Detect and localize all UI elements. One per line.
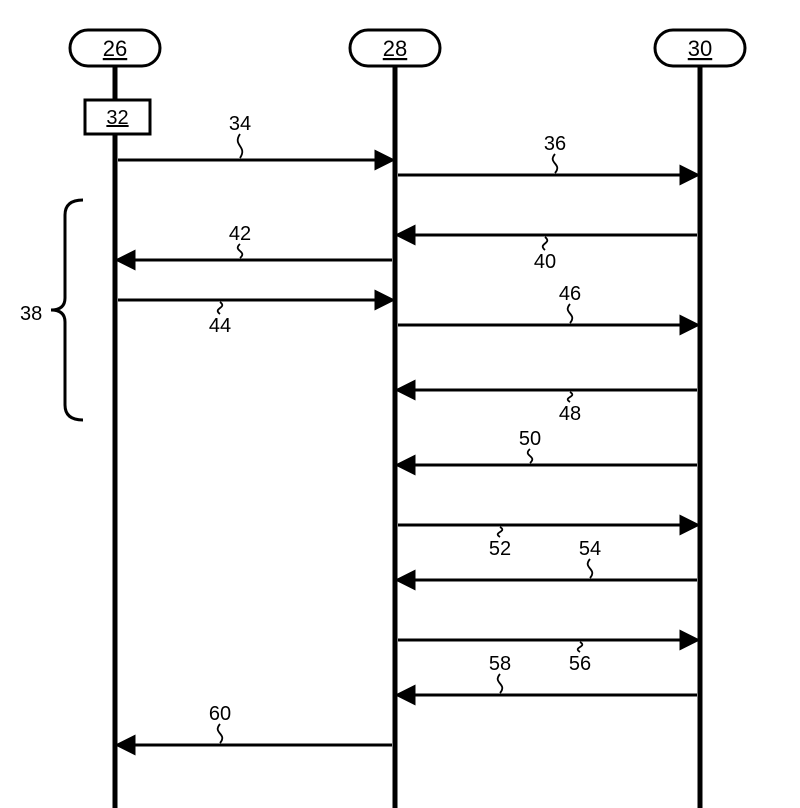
label-leader (218, 724, 223, 743)
message-label: 48 (559, 403, 581, 425)
message-label: 50 (519, 428, 541, 450)
label-leader (568, 304, 573, 323)
label-leader (218, 302, 223, 314)
label-leader (528, 449, 533, 463)
message-label: 52 (489, 538, 511, 560)
label-leader (238, 134, 243, 158)
message-label: 40 (534, 251, 556, 273)
lifeline-label: 26 (103, 36, 127, 61)
label-leader (238, 244, 243, 258)
label-leader (578, 642, 583, 652)
label-leader (588, 559, 593, 578)
label-leader (568, 392, 573, 402)
message-label: 60 (209, 703, 231, 725)
activation-label: 32 (106, 107, 128, 129)
message-label: 42 (229, 223, 251, 245)
message-label: 36 (544, 133, 566, 155)
label-leader (553, 154, 558, 173)
brace-icon (51, 200, 83, 420)
label-leader (543, 237, 548, 250)
lifeline-label: 28 (383, 36, 407, 61)
message-label: 34 (229, 113, 251, 135)
message-label: 56 (569, 653, 591, 675)
message-label: 46 (559, 283, 581, 305)
message-label: 54 (579, 538, 601, 560)
label-leader (498, 674, 503, 693)
lifeline-label: 30 (688, 36, 712, 61)
sequence-diagram: 26 28 30 32 38 34 36 40 42 44 46 48 50 52 54 56 58 60 (0, 0, 800, 808)
message-label: 44 (209, 315, 231, 337)
label-leader (498, 527, 503, 537)
message-label: 58 (489, 653, 511, 675)
brace-label: 38 (20, 303, 42, 325)
